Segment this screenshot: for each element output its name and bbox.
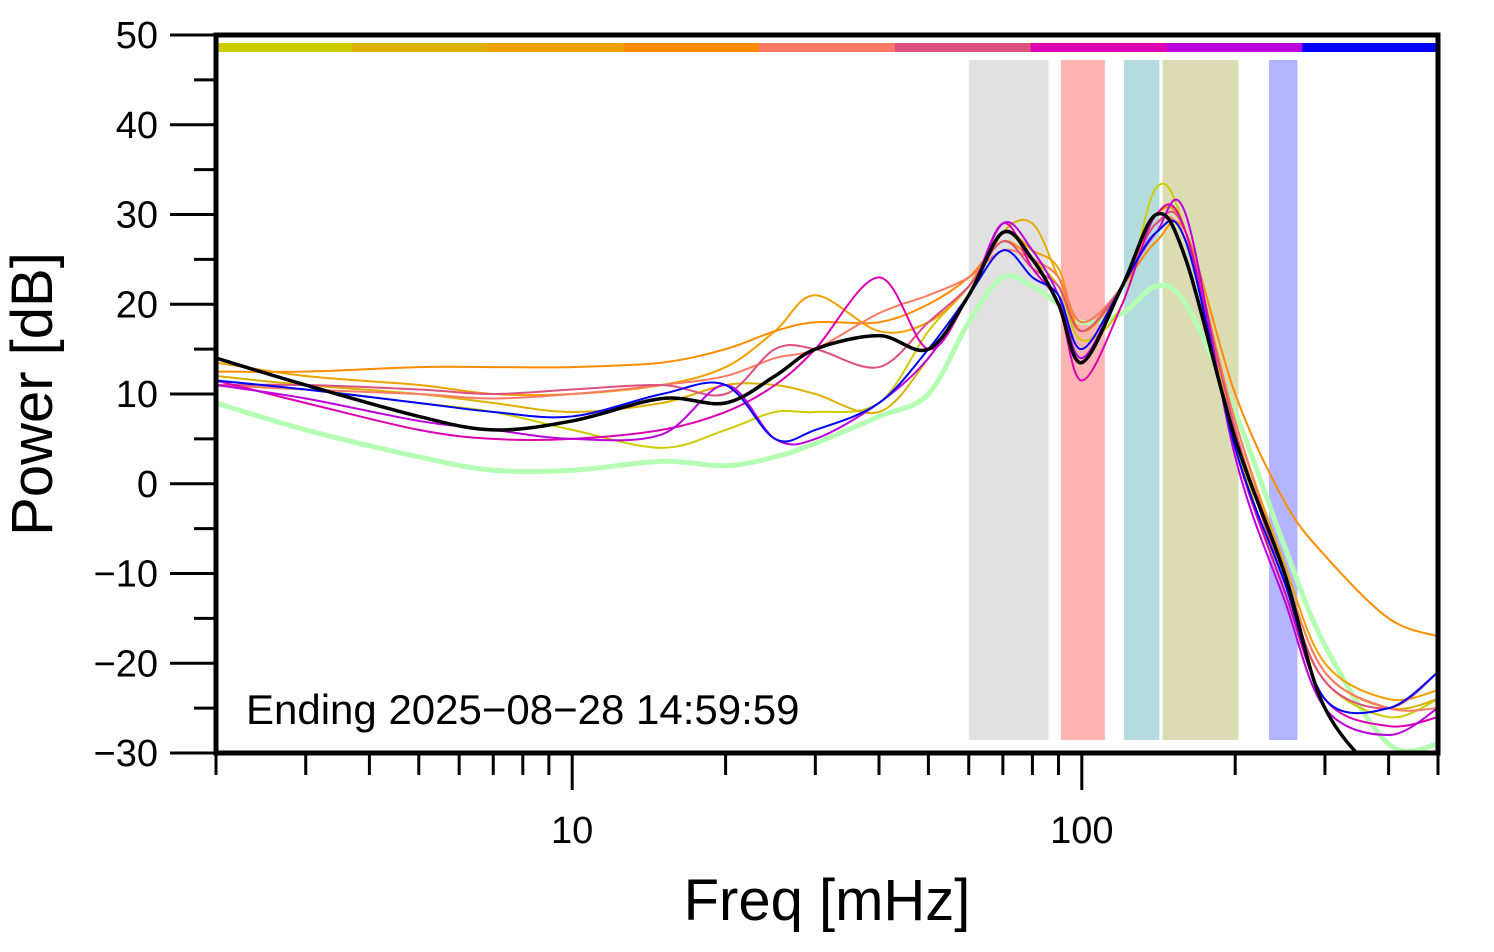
x-axis-label: Freq [mHz] [684, 868, 971, 933]
color-bar-segment-5 [894, 43, 1032, 52]
y-tick-label: 40 [116, 105, 158, 147]
color-bar-segment-3 [623, 43, 760, 52]
y-tick-label: 50 [116, 15, 158, 57]
ending-timestamp-annotation: Ending 2025−08−28 14:59:59 [246, 686, 800, 733]
y-axis-label: Power [dB] [0, 252, 65, 536]
y-tick-label: 10 [116, 374, 158, 416]
frequency-band-0 [968, 60, 1049, 740]
color-bar-segment-8 [1302, 43, 1439, 52]
frequency-band-4 [1269, 60, 1298, 740]
series-line-10 [216, 211, 1360, 753]
y-tick-label: −10 [94, 554, 158, 596]
series-line-4 [216, 220, 1438, 638]
frequency-band-2 [1123, 60, 1160, 740]
color-bar-segment-7 [1166, 43, 1303, 52]
y-tick-label: 30 [116, 195, 158, 237]
x-tick-label: 10 [551, 810, 593, 852]
y-tick-label: −30 [94, 733, 158, 775]
series-line-9 [216, 219, 1438, 715]
x-tick-label: 100 [1050, 810, 1113, 852]
y-tick-label: −20 [94, 643, 158, 685]
series-group [216, 182, 1438, 753]
color-bar-segment-2 [487, 43, 624, 52]
color-bar-segment-4 [759, 43, 896, 52]
y-tick-label: 0 [137, 464, 158, 506]
color-bar-segment-1 [351, 43, 489, 52]
color-bar-segment-6 [1030, 43, 1167, 52]
color-bar-segment-0 [216, 43, 353, 52]
frequency-band-1 [1060, 60, 1105, 740]
series-line-8 [216, 198, 1438, 737]
y-tick-label: 20 [116, 284, 158, 326]
series-line-0 [216, 273, 1438, 753]
